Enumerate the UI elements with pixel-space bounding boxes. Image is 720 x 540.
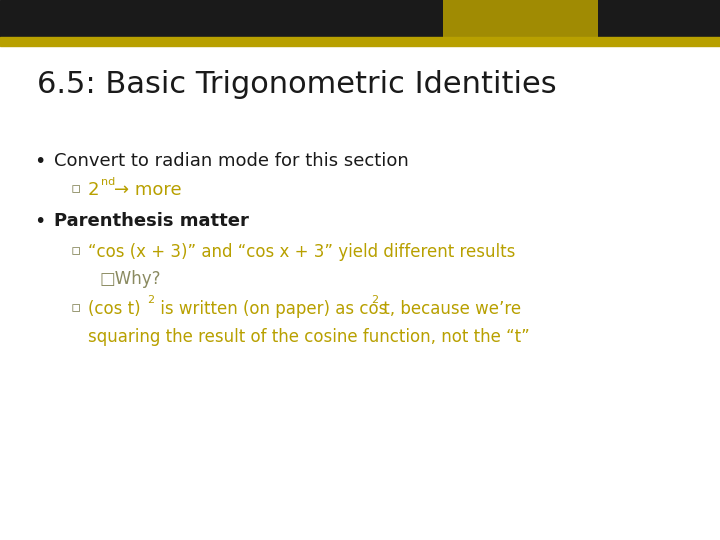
Text: nd: nd — [101, 177, 115, 187]
Text: ▫: ▫ — [71, 243, 81, 258]
Text: 2: 2 — [147, 295, 154, 306]
Text: 2: 2 — [372, 295, 379, 306]
Text: •: • — [35, 152, 46, 171]
Text: ▫: ▫ — [71, 300, 81, 315]
Text: 6.5: Basic Trigonometric Identities: 6.5: Basic Trigonometric Identities — [37, 70, 557, 99]
Bar — [511, 11, 720, 27]
Text: •: • — [35, 212, 46, 231]
Text: t, because we’re: t, because we’re — [378, 300, 521, 318]
Text: 2: 2 — [88, 181, 99, 199]
Text: “cos (x + 3)” and “cos x + 3” yield different results: “cos (x + 3)” and “cos x + 3” yield diff… — [88, 243, 516, 261]
Text: (cos t): (cos t) — [88, 300, 140, 318]
Text: squaring the result of the cosine function, not the “t”: squaring the result of the cosine functi… — [88, 328, 530, 346]
Text: Parenthesis matter: Parenthesis matter — [54, 212, 249, 230]
Text: Convert to radian mode for this section: Convert to radian mode for this section — [54, 152, 409, 170]
Bar — [0, 0, 720, 37]
Bar — [511, 1, 637, 10]
Text: ▫: ▫ — [71, 181, 81, 196]
Text: is written (on paper) as cos: is written (on paper) as cos — [155, 300, 387, 318]
Text: → more: → more — [114, 181, 181, 199]
Bar — [0, 37, 720, 46]
Text: □Why?: □Why? — [99, 270, 161, 288]
Bar — [443, 0, 598, 37]
